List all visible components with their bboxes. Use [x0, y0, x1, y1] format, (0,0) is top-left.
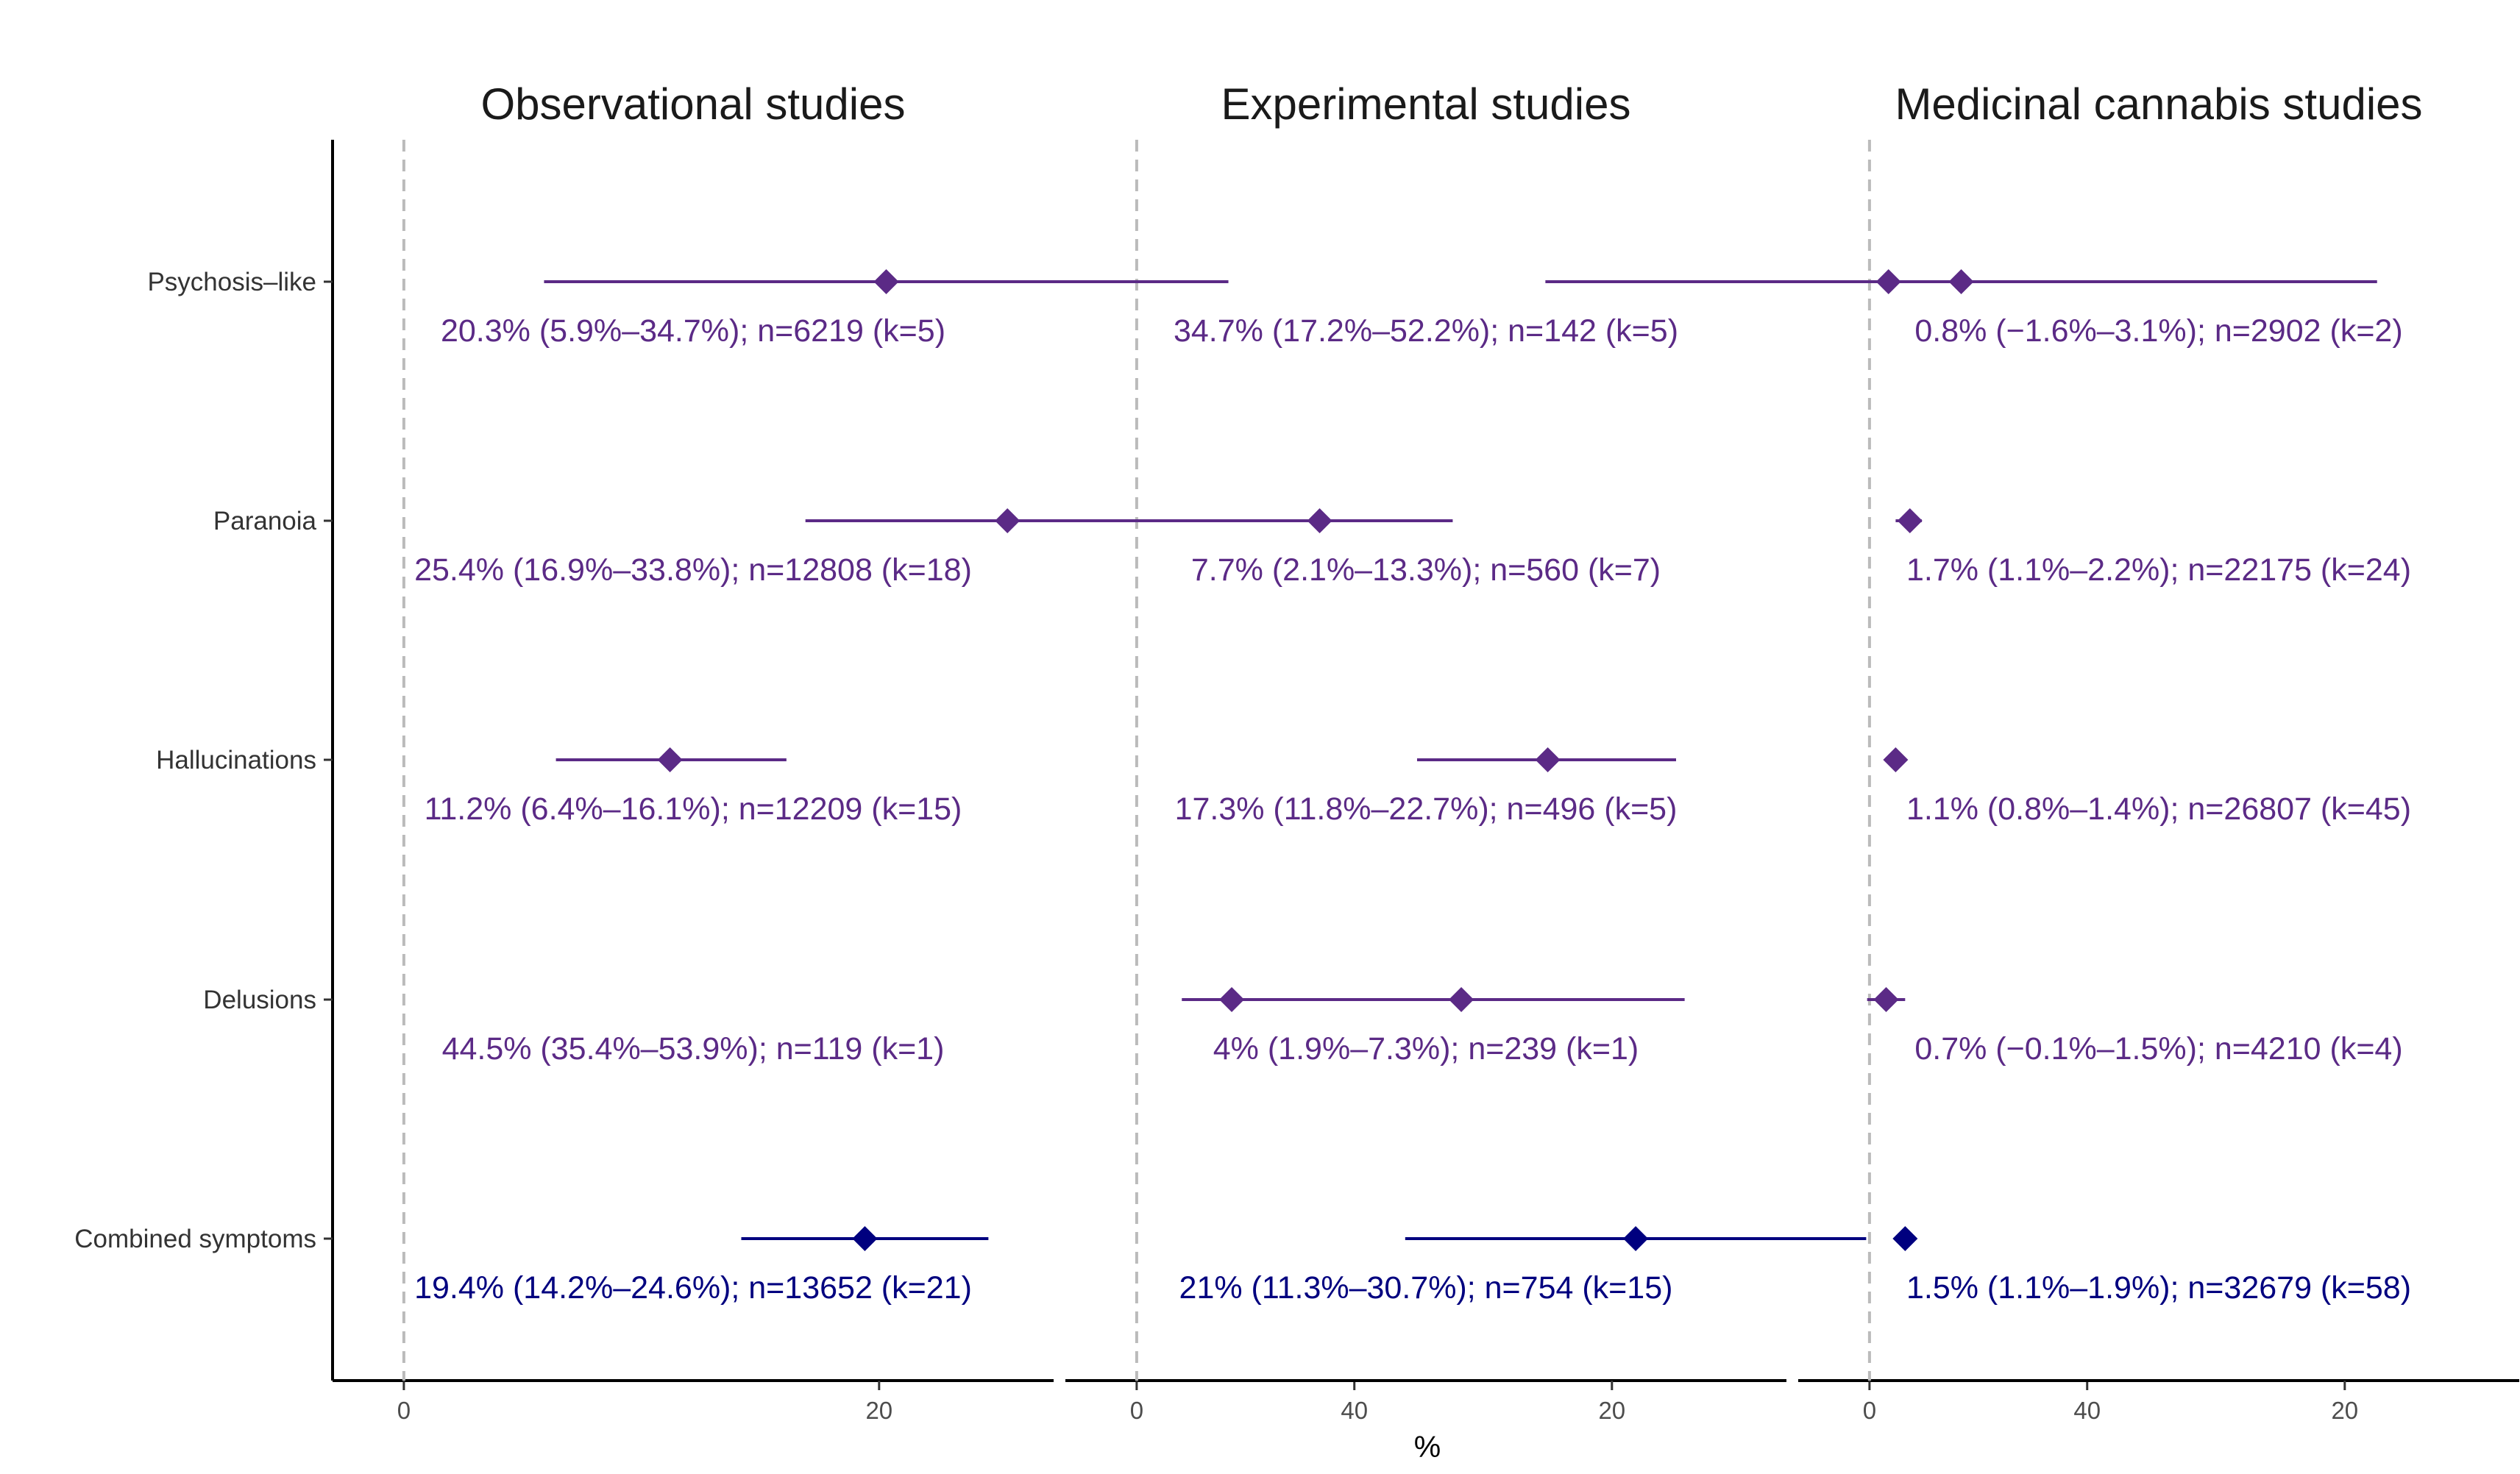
estimate-diamond: [1897, 508, 1923, 533]
row-label: Combined symptoms: [74, 1225, 316, 1253]
estimate-diamond: [1873, 987, 1899, 1012]
estimate-label: 19.4% (14.2%–24.6%); n=13652 (k=21): [414, 1270, 972, 1306]
estimate-label: 0.8% (−1.6%–3.1%); n=2902 (k=2): [1914, 313, 2402, 349]
axes-layer: [324, 140, 2519, 1390]
estimate-label: 0.7% (−0.1%–1.5%); n=4210 (k=4): [1914, 1031, 2402, 1067]
row-label: Psychosis–like: [147, 268, 316, 296]
estimate-diamond: [1623, 1226, 1649, 1251]
estimate-diamond: [873, 269, 899, 294]
x-tick-label: 0: [1863, 1397, 1876, 1424]
estimate-diamond: [1892, 1226, 1918, 1251]
estimate-label: 7.7% (2.1%–13.3%); n=560 (k=7): [1191, 552, 1661, 588]
x-tick-label: 0: [1130, 1397, 1143, 1424]
estimate-diamond: [1875, 269, 1901, 294]
estimate-label: 11.2% (6.4%–16.1%); n=12209 (k=15): [425, 791, 962, 827]
marks-layer: [544, 269, 2377, 1251]
row-label: Paranoia: [213, 507, 317, 535]
estimate-diamond: [1449, 987, 1474, 1012]
estimate-label: 20.3% (5.9%–34.7%); n=6219 (k=5): [441, 313, 945, 349]
estimate-label: 44.5% (35.4%–53.9%); n=119 (k=1): [442, 1031, 945, 1067]
estimate-diamond: [657, 747, 683, 772]
estimate-label: 1.7% (1.1%–2.2%); n=22175 (k=24): [1906, 552, 2411, 588]
estimate-diamond: [995, 508, 1021, 533]
x-tick-label: 20: [2331, 1397, 2358, 1424]
panel-title: Experimental studies: [1221, 79, 1631, 129]
estimate-label: 1.1% (0.8%–1.4%); n=26807 (k=45): [1906, 791, 2411, 827]
panel-title: Medicinal cannabis studies: [1895, 79, 2422, 129]
panel-title: Observational studies: [481, 79, 906, 129]
estimate-diamond: [1535, 747, 1561, 772]
estimate-label: 25.4% (16.9%–33.8%); n=12808 (k=18): [414, 552, 972, 588]
estimate-diamond: [1883, 747, 1909, 772]
estimate-label: 1.5% (1.1%–1.9%); n=32679 (k=58): [1906, 1270, 2411, 1306]
text-layer: Psychosis–like Paranoia Hallucinations Delu…: [74, 79, 2422, 1464]
estimate-label: 21% (11.3%–30.7%); n=754 (k=15): [1179, 1270, 1673, 1306]
x-tick-label: 0: [397, 1397, 411, 1424]
x-tick-label: 20: [1598, 1397, 1625, 1424]
estimate-diamond: [852, 1226, 878, 1251]
estimate-label: 17.3% (11.8%–22.7%); n=496 (k=5): [1175, 791, 1678, 827]
x-axis-title: %: [1414, 1430, 1441, 1464]
row-label: Hallucinations: [156, 746, 316, 775]
estimate-label: 4% (1.9%–7.3%); n=239 (k=1): [1213, 1031, 1639, 1067]
row-label: Delusions: [203, 986, 316, 1014]
x-tick-label: 40: [2073, 1397, 2101, 1424]
estimate-diamond: [1948, 269, 1974, 294]
x-tick-label: 20: [865, 1397, 892, 1424]
estimate-diamond: [1307, 508, 1332, 533]
estimate-diamond: [1219, 987, 1245, 1012]
x-tick-label: 40: [1341, 1397, 1368, 1424]
estimate-label: 34.7% (17.2%–52.2%); n=142 (k=5): [1174, 313, 1678, 349]
